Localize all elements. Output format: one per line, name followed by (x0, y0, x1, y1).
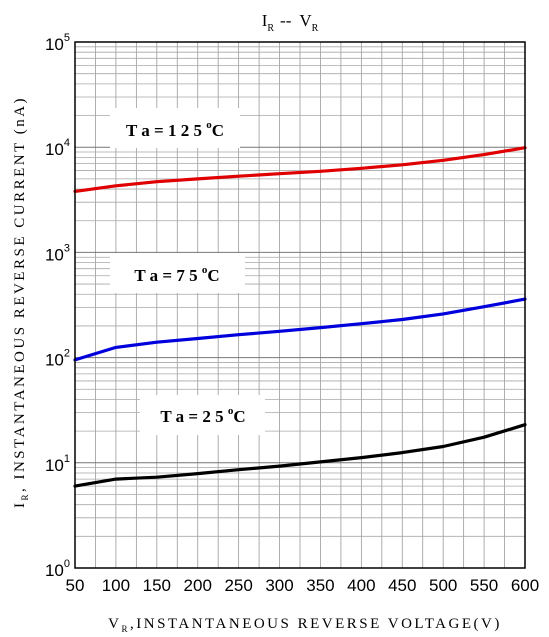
y-tick-base: 10 (45, 35, 64, 54)
data-point (196, 337, 199, 340)
data-point (196, 178, 199, 180)
title-symbol: I (262, 11, 268, 30)
series-label-unit: C (233, 407, 245, 426)
y-tick-exponent: 4 (64, 137, 70, 149)
series-label-0: T a = 1 2 5 oC (126, 119, 224, 140)
y-axis-label-symbol: I (12, 501, 28, 509)
data-point (442, 159, 445, 162)
y-tick-label: 100 (45, 558, 70, 580)
data-point (319, 461, 322, 463)
series-line-1 (73, 297, 527, 362)
series-label-box (110, 253, 245, 293)
x-tick-label: 50 (66, 576, 85, 595)
y-axis-label-sub: R (20, 492, 30, 501)
data-point (483, 436, 485, 439)
y-tick-base: 10 (45, 456, 64, 475)
series-line-2 (73, 423, 527, 488)
y-tick-exponent: 2 (64, 348, 70, 360)
data-point (442, 445, 445, 448)
series-label-unit: C (212, 121, 224, 140)
title-separator: -- (280, 11, 292, 30)
data-point (115, 346, 117, 349)
y-tick-label: 104 (45, 137, 70, 159)
data-point (156, 341, 158, 344)
y-axis-label-text: , INSTANTANEOUS REVERSE CURRENT (nA) (12, 96, 28, 492)
series-layer (73, 146, 527, 488)
data-point (319, 170, 322, 173)
data-point (360, 167, 363, 170)
series-line-0 (73, 146, 527, 193)
x-tick-label: 500 (429, 576, 457, 595)
y-tick-exponent: 1 (64, 453, 70, 465)
title-symbol-2-sub: R (312, 23, 319, 34)
y-tick-label: 102 (45, 348, 70, 370)
data-point (115, 478, 117, 480)
data-point (156, 180, 158, 183)
x-tick-labels: 50 100 150 200 250 300 350 400 450 500 550 600 (66, 576, 540, 595)
y-tick-exponent: 5 (64, 32, 70, 44)
data-point (483, 153, 485, 156)
x-tick-label: 150 (143, 576, 171, 595)
data-point (401, 164, 404, 166)
y-tick-exponent: 3 (64, 242, 70, 254)
title-symbol-2: V (299, 11, 312, 30)
series-labels: T a = 1 2 5 oCT a = 7 5 oCT a = 2 5 oC (110, 108, 265, 435)
x-tick-label: 600 (511, 576, 539, 595)
series-label-box (110, 108, 240, 148)
x-axis-label: VR,INSTANTANEOUS REVERSE VOLTAGE(V) (108, 616, 502, 634)
data-point (278, 330, 281, 333)
y-tick-base: 10 (45, 561, 64, 580)
series-label-2: T a = 2 5 oC (160, 405, 245, 426)
series-label-text: T a = 2 5 (160, 407, 227, 426)
y-tick-base: 10 (45, 140, 64, 159)
data-point (442, 313, 445, 315)
data-point (237, 175, 240, 177)
series-label-text: T a = 1 2 5 (126, 121, 206, 140)
data-point (483, 305, 485, 308)
x-tick-label: 100 (102, 576, 130, 595)
title-symbol-sub: R (267, 23, 274, 34)
data-point (156, 476, 158, 479)
series-label-unit: C (207, 266, 219, 285)
y-tick-base: 10 (45, 245, 64, 264)
y-tick-label: 105 (45, 32, 70, 54)
plot-frame (74, 41, 526, 569)
series-label-text: T a = 7 5 (134, 266, 201, 285)
data-point (278, 465, 281, 467)
x-tick-label: 450 (388, 576, 416, 595)
series-label-degree: o (202, 264, 208, 276)
data-point (319, 326, 322, 329)
data-point (278, 172, 281, 175)
x-tick-label: 250 (224, 576, 252, 595)
y-axis-label: IR, INSTANTANEOUS REVERSE CURRENT (nA) (12, 96, 30, 508)
y-tick-exponent: 0 (64, 558, 70, 570)
x-tick-label: 550 (470, 576, 498, 595)
series-label-box (140, 395, 265, 435)
data-point (401, 318, 404, 321)
data-point (360, 322, 363, 325)
data-point (237, 468, 240, 471)
x-axis-label-symbol: V (108, 616, 121, 632)
data-point (401, 451, 404, 454)
data-point (115, 185, 117, 187)
series-label-degree: o (206, 119, 212, 131)
x-axis-label-text: ,INSTANTANEOUS REVERSE VOLTAGE(V) (130, 616, 502, 632)
y-tick-label: 101 (45, 453, 70, 475)
series-label-1: T a = 7 5 oC (134, 264, 219, 285)
x-tick-label: 350 (306, 576, 334, 595)
x-tick-label: 300 (265, 576, 293, 595)
x-axis-label-sub: R (122, 624, 131, 634)
x-tick-label: 200 (184, 576, 212, 595)
y-tick-base: 10 (45, 351, 64, 370)
data-point (360, 456, 363, 459)
chart-title: IR -- VR (262, 11, 319, 34)
data-point (196, 472, 199, 475)
x-tick-label: 400 (347, 576, 375, 595)
series-label-degree: o (228, 405, 234, 417)
data-point (237, 333, 240, 336)
y-tick-label: 103 (45, 242, 70, 264)
